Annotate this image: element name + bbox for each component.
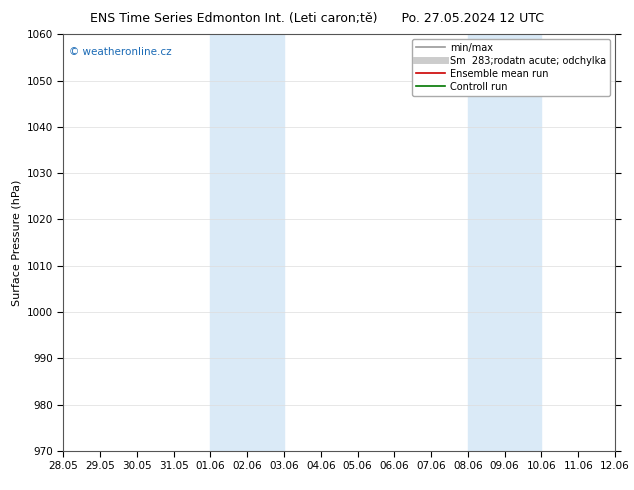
Text: © weatheronline.cz: © weatheronline.cz xyxy=(69,47,172,57)
Text: ENS Time Series Edmonton Int. (Leti caron;tě)      Po. 27.05.2024 12 UTC: ENS Time Series Edmonton Int. (Leti caro… xyxy=(90,12,544,25)
Y-axis label: Surface Pressure (hPa): Surface Pressure (hPa) xyxy=(11,179,21,306)
Bar xyxy=(210,34,284,451)
Bar xyxy=(468,34,541,451)
Legend: min/max, Sm  283;rodatn acute; odchylka, Ensemble mean run, Controll run: min/max, Sm 283;rodatn acute; odchylka, … xyxy=(412,39,610,96)
